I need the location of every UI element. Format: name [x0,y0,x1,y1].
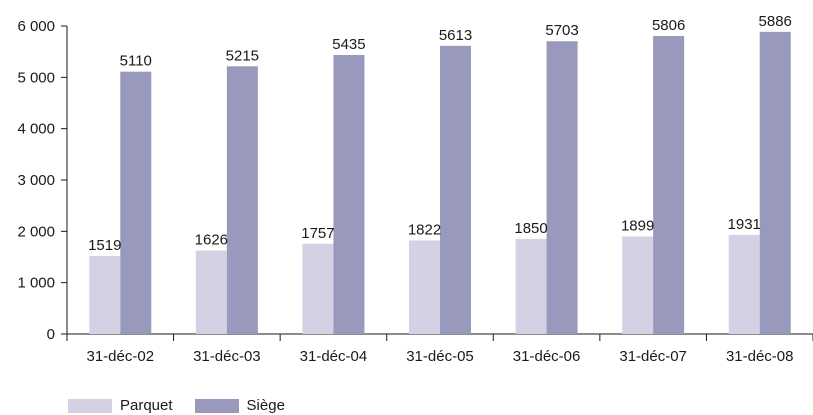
y-tick-label: 3 000 [17,172,55,189]
legend-item-siege: Siège [194,397,285,414]
y-tick-label: 6 000 [17,18,55,35]
legend-item-parquet: Parquet [68,397,173,414]
bar-parquet [89,256,121,334]
data-label-parquet: 1626 [195,232,228,249]
legend-label-parquet: Parquet [120,397,173,414]
data-label-siege: 5703 [545,22,578,39]
x-tick-label: 31-déc-04 [300,348,368,365]
data-label-parquet: 1899 [621,218,654,235]
data-label-parquet: 1822 [408,221,441,238]
bar-siege [440,45,471,335]
legend: Parquet Siège [68,397,307,414]
y-tick-label: 5 000 [17,69,55,86]
data-label-siege: 5435 [332,36,365,53]
legend-label-siege: Siège [246,397,285,414]
data-label-parquet: 1931 [728,216,761,233]
bar-siege [653,35,685,334]
legend-swatch-siege [194,398,239,413]
y-tick-label: 1 000 [17,275,55,292]
bars [89,31,791,335]
bar-siege [546,41,578,334]
data-label-siege: 5806 [652,17,685,34]
data-label-parquet: 1850 [514,220,547,237]
data-label-siege: 5110 [120,53,152,70]
bar-parquet [195,250,227,334]
x-tick-label: 31-déc-05 [406,348,474,365]
x-axis: 31-déc-02 31-déc-03 31-déc-04 31-déc-05 31-d… [66,333,813,365]
x-tick-label: 31-déc-08 [726,348,794,365]
legend-swatch-parquet [68,398,112,413]
bar-siege [759,31,791,335]
bar-parquet [622,236,654,334]
y-axis: 0 1 000 2 000 3 000 4 000 5 000 6 000 [17,18,68,343]
bar-siege [120,71,152,334]
data-labels: 1519 1626 1757 1822 1850 1899 1931 5110 5215 5435… [88,13,792,254]
y-tick-label: 4 000 [17,121,55,138]
data-label-parquet: 1519 [88,237,121,254]
x-tick-label: 31-déc-07 [619,348,687,365]
data-label-siege: 5215 [226,47,259,64]
x-tick-label: 31-déc-02 [87,348,155,365]
data-label-siege: 5886 [759,13,792,30]
x-tick-label: 31-déc-06 [513,348,581,365]
bar-parquet [302,243,334,334]
bar-parquet [515,239,547,334]
bar-siege [333,55,365,335]
y-tick-label: 0 [47,326,55,343]
bar-siege [226,66,258,335]
x-tick-label: 31-déc-03 [193,348,261,365]
bar-parquet [728,234,760,334]
bar-parquet [409,240,440,334]
y-tick-label: 2 000 [17,223,55,240]
data-label-parquet: 1757 [301,225,334,242]
data-label-siege: 5613 [439,27,472,44]
